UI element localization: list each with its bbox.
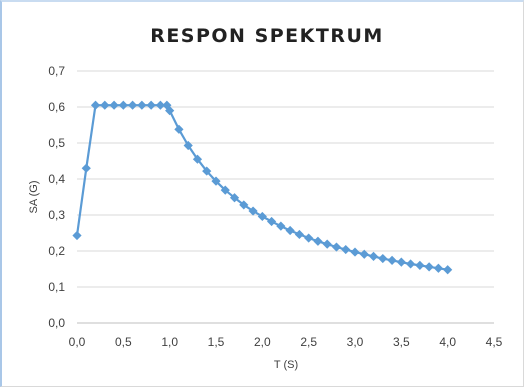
x-tick-label: 0,5 (115, 335, 132, 349)
data-point (304, 233, 314, 243)
gridlines (77, 70, 494, 288)
data-point (239, 200, 249, 210)
data-point (72, 230, 82, 241)
y-tick-label: 0,6 (48, 100, 65, 114)
x-tick-label: 2,5 (300, 335, 317, 349)
data-point (294, 229, 304, 240)
x-tick-label: 3,5 (393, 335, 410, 349)
data-point (331, 242, 342, 252)
data-point (276, 221, 286, 231)
x-tick-labels: 0,0 0,5 1,0 1,5 2,0 2,5 3,0 3,5 4,0 4,5 (69, 335, 503, 349)
data-point (211, 176, 221, 186)
data-point (424, 262, 434, 272)
data-point (90, 100, 101, 110)
data-point (285, 225, 295, 236)
y-tick-label: 0,0 (48, 316, 65, 330)
x-tick-label: 4,0 (439, 335, 456, 349)
data-point (109, 100, 119, 110)
x-tick-label: 2,0 (254, 335, 271, 349)
y-tick-label: 0,2 (48, 244, 65, 258)
data-point (433, 263, 443, 273)
data-point (359, 249, 369, 259)
y-tick-label: 0,5 (48, 136, 65, 150)
data-point (415, 260, 425, 270)
data-point (267, 216, 277, 227)
y-tick-label: 0,7 (48, 64, 65, 78)
data-point (350, 247, 360, 257)
x-tick-label: 1,0 (161, 335, 178, 349)
data-point (146, 100, 156, 110)
data-point (192, 154, 203, 164)
data-point (378, 253, 388, 264)
data-point (202, 166, 212, 176)
data-point (174, 124, 184, 134)
data-point (322, 239, 332, 249)
data-point (220, 185, 230, 195)
series-line-path (75, 104, 448, 271)
x-tick-label: 1,5 (208, 335, 225, 349)
data-point (387, 255, 397, 265)
data-point (155, 100, 165, 110)
data-point (396, 257, 406, 267)
data-point (406, 259, 416, 269)
data-point (443, 265, 453, 275)
data-point (81, 163, 91, 173)
data-point (368, 251, 379, 261)
y-axis-label: SA (G) (28, 180, 40, 213)
y-tick-label: 0,4 (48, 172, 65, 186)
x-tick-label: 4,5 (486, 335, 503, 349)
y-tick-label: 0,1 (48, 280, 65, 294)
data-point (341, 244, 351, 255)
y-tick-labels: 0,0 0,1 0,2 0,3 0,4 0,5 0,6 0,7 (48, 64, 65, 330)
x-tick-label: 0,0 (69, 335, 86, 349)
data-point (248, 206, 258, 216)
x-tick-label: 3,0 (347, 335, 364, 349)
x-axis-label: T (S) (274, 359, 298, 371)
data-point (183, 140, 193, 151)
data-point (165, 106, 175, 116)
chart-title: RESPON SPEKTRUM (150, 25, 384, 47)
data-point (229, 193, 240, 203)
y-tick-label: 0,3 (48, 208, 65, 222)
data-point (257, 211, 267, 222)
data-point (137, 100, 147, 110)
data-point (313, 236, 323, 246)
data-point (118, 100, 128, 110)
series-markers (72, 100, 453, 275)
data-point (128, 100, 138, 110)
data-point (100, 100, 110, 110)
series-line (75, 104, 448, 271)
